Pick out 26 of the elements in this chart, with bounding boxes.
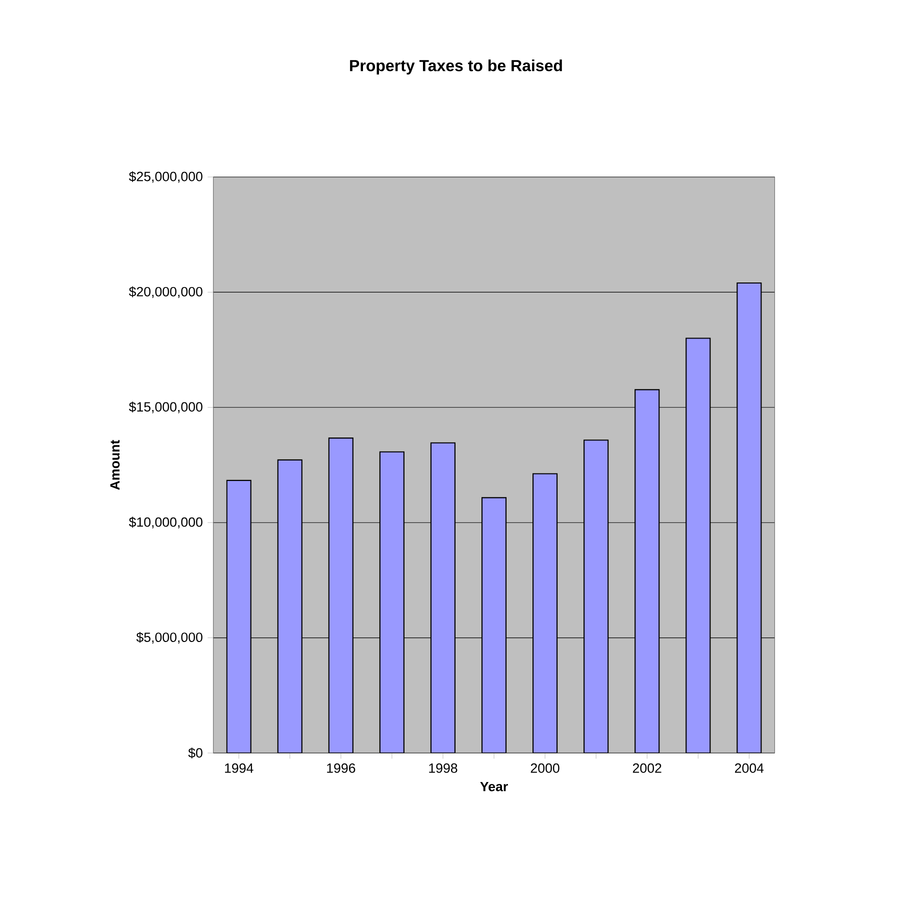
x-tick-label: 1996 bbox=[327, 763, 356, 773]
bar bbox=[328, 438, 354, 753]
x-tick-label: 2004 bbox=[735, 763, 764, 773]
bar bbox=[481, 497, 507, 753]
y-tick-label: $0 bbox=[188, 748, 202, 758]
bar bbox=[584, 440, 609, 753]
bar bbox=[379, 451, 404, 753]
bar bbox=[430, 442, 456, 753]
bar bbox=[634, 389, 660, 753]
x-tick-label: 1998 bbox=[429, 763, 458, 773]
bar bbox=[686, 338, 711, 753]
bar bbox=[226, 480, 252, 753]
y-tick-label: $20,000,000 bbox=[128, 286, 202, 298]
y-axis-title: Amount bbox=[110, 440, 120, 490]
y-tick-label: $10,000,000 bbox=[128, 516, 202, 528]
bar bbox=[277, 459, 302, 753]
bar bbox=[532, 473, 558, 753]
x-axis-title: Year bbox=[480, 782, 508, 792]
y-tick-label: $15,000,000 bbox=[128, 402, 202, 414]
x-tick-label: 2002 bbox=[632, 763, 662, 773]
chart-title: Property Taxes to be Raised bbox=[350, 60, 562, 74]
y-tick-label: $25,000,000 bbox=[128, 171, 202, 183]
y-tick-label: $5,000,000 bbox=[136, 632, 202, 644]
x-tick-label: 1994 bbox=[225, 763, 254, 773]
x-tick-label: 2000 bbox=[530, 763, 560, 773]
bar bbox=[736, 282, 762, 753]
